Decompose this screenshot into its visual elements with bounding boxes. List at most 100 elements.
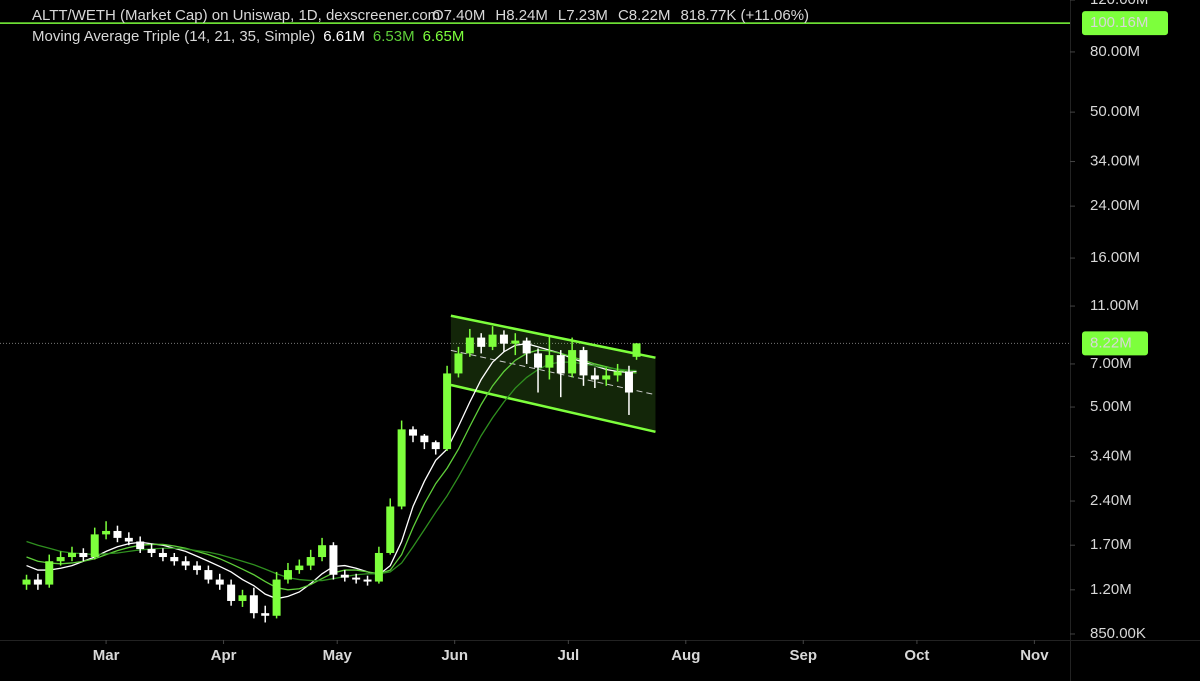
y-tick-label: 34.00M xyxy=(1090,152,1140,169)
candle-body xyxy=(465,337,474,354)
candle-body xyxy=(238,595,247,601)
x-tick-label: Sep xyxy=(790,647,818,664)
x-tick-label: Jul xyxy=(557,647,579,664)
x-tick-label: Oct xyxy=(904,647,929,664)
candle-body xyxy=(477,337,486,347)
x-tick-label: Apr xyxy=(211,647,237,664)
ohlc-value: C8.22M xyxy=(618,7,671,24)
y-tick-label: 80.00M xyxy=(1090,43,1140,60)
candle-body xyxy=(295,565,304,571)
candle-body xyxy=(420,435,429,443)
x-tick-label: Mar xyxy=(93,647,120,664)
channel-lower xyxy=(450,383,656,434)
candle-body xyxy=(283,570,292,580)
candle-body xyxy=(340,574,349,578)
candle-body xyxy=(613,371,622,376)
y-tick-label: 24.00M xyxy=(1090,197,1140,214)
candle-body xyxy=(579,350,588,376)
candle-body xyxy=(632,343,641,357)
candle-body xyxy=(352,577,361,580)
candle-body xyxy=(522,340,531,354)
ohlc-value: H8.24M xyxy=(495,7,548,24)
y-tick-label: 2.40M xyxy=(1090,492,1132,509)
candle-body xyxy=(624,371,633,393)
candle-body xyxy=(56,557,65,562)
candle-body xyxy=(136,541,145,550)
marker-label-box xyxy=(1082,11,1168,36)
candle-body xyxy=(363,579,372,582)
candle-body xyxy=(90,534,99,558)
candle-body xyxy=(511,340,520,344)
x-tick-label: Aug xyxy=(671,647,700,664)
candle-body xyxy=(102,530,111,535)
candle-body xyxy=(272,579,281,616)
y-tick-label: 7.00M xyxy=(1090,355,1132,372)
y-tick-label: 1.70M xyxy=(1090,536,1132,553)
y-tick-label: 3.40M xyxy=(1090,447,1132,464)
candle-body xyxy=(113,530,122,538)
ohlc-value: O7.40M xyxy=(432,7,485,24)
candle-body xyxy=(249,595,258,614)
x-tick-label: Jun xyxy=(441,647,468,664)
candle-body xyxy=(67,552,76,558)
candle-body xyxy=(602,375,611,380)
candle-body xyxy=(329,545,338,575)
candle-body xyxy=(374,552,383,582)
candle-body xyxy=(590,375,599,380)
candle-body xyxy=(431,442,440,450)
candle-body xyxy=(443,373,452,450)
plot-area xyxy=(0,22,1070,623)
channel-fill xyxy=(450,315,656,432)
x-tick-label: Nov xyxy=(1020,647,1049,664)
price-label: 8.22M xyxy=(1090,334,1132,351)
y-tick-label: 50.00M xyxy=(1090,103,1140,120)
candle-body xyxy=(215,579,224,585)
candle-body xyxy=(79,552,88,558)
ohlc-value: L7.23M xyxy=(558,7,608,24)
y-tick-label: 5.00M xyxy=(1090,398,1132,415)
candle-body xyxy=(45,561,54,585)
candle-body xyxy=(454,353,463,374)
channel-upper xyxy=(450,314,656,359)
candle-body xyxy=(488,334,497,347)
indicator-value: 6.65M xyxy=(423,28,465,45)
candle-body xyxy=(408,429,417,436)
candle-body xyxy=(499,334,508,344)
y-tick-label: 16.00M xyxy=(1090,249,1140,266)
candle-body xyxy=(386,506,395,553)
candle-body xyxy=(306,557,315,566)
y-tick-label: 1.20M xyxy=(1090,581,1132,598)
y-tick-label: 120.00M xyxy=(1090,0,1148,8)
indicator-line: Moving Average Triple (14, 21, 35, Simpl… xyxy=(32,28,464,45)
candle-body xyxy=(124,537,133,542)
candle-body xyxy=(33,579,42,585)
chart-title: ALTT/WETH (Market Cap) on Uniswap, 1D, d… xyxy=(32,7,440,24)
ohlc-value: 818.77K (+11.06%) xyxy=(680,7,809,24)
candle-body xyxy=(534,353,543,368)
candle-body xyxy=(227,584,236,601)
indicator-value: 6.53M xyxy=(373,28,415,45)
candle-body xyxy=(170,557,179,562)
indicator-value: 6.61M xyxy=(323,28,365,45)
candle-body xyxy=(556,355,565,374)
marker-label: 100.16M xyxy=(1090,14,1148,31)
candle-body xyxy=(147,549,156,553)
candle-body xyxy=(22,579,31,585)
candle-body xyxy=(545,355,554,368)
indicator-name: Moving Average Triple (14, 21, 35, Simpl… xyxy=(32,28,315,45)
ohlc-line: O7.40M H8.24M L7.23M C8.22M 818.77K (+11.06%… xyxy=(432,7,809,24)
y-tick-label: 850.00K xyxy=(1090,625,1146,642)
candle-body xyxy=(261,613,270,616)
candle-body xyxy=(318,545,327,558)
candle-body xyxy=(181,561,190,566)
candle-body xyxy=(204,570,213,580)
candle-body xyxy=(397,429,406,507)
candle-body xyxy=(158,552,167,558)
candle-body xyxy=(568,350,577,374)
channel-mid xyxy=(450,349,656,396)
price-label-box xyxy=(1082,331,1148,356)
candle-body xyxy=(193,565,202,571)
y-tick-label: 11.00M xyxy=(1090,297,1139,314)
